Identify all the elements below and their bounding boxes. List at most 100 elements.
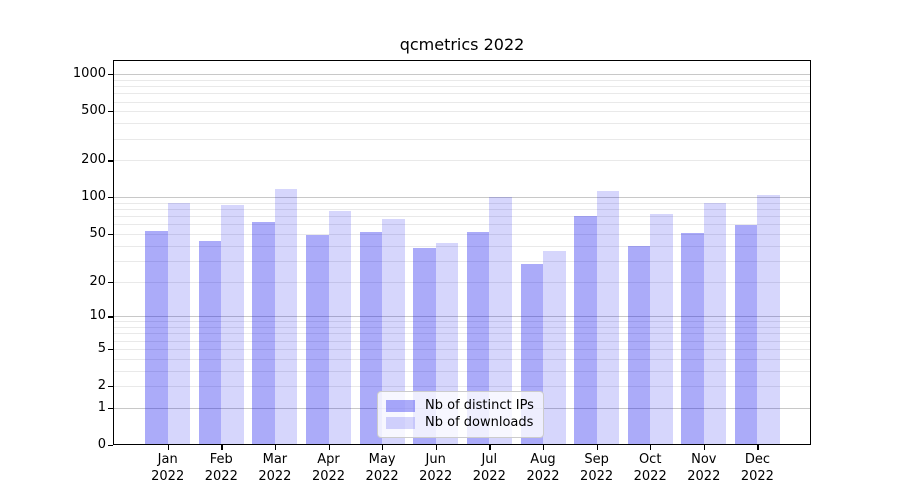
minor-gridline: [113, 216, 811, 218]
y-tick: [108, 407, 113, 410]
x-tick: [650, 445, 652, 450]
minor-gridline: [113, 386, 811, 387]
x-tick: [489, 445, 491, 450]
y-tick-label: 100: [81, 189, 106, 205]
x-tick-label-line: 2022: [472, 469, 506, 484]
bar-nb-of-downloads-jul-2022: [489, 197, 512, 445]
x-tick: [435, 445, 437, 450]
x-tick-label: Apr 2022: [294, 451, 364, 485]
bar-nb-of-distinct-ips-sep-2022: [574, 216, 597, 445]
y-tick: [108, 197, 113, 199]
x-tick: [328, 445, 330, 450]
legend-item-downloads: Nb of downloads: [386, 415, 535, 433]
minor-gridline: [113, 260, 811, 262]
y-tick: [108, 281, 113, 283]
bar-nb-of-distinct-ips-feb-2022: [198, 240, 222, 445]
x-tick-label-line: Jun: [425, 452, 446, 467]
minor-gridline: [113, 370, 811, 372]
bar-nb-of-downloads-nov-2022: [703, 202, 727, 445]
legend-swatch-distinct-ips: [386, 399, 415, 412]
x-tick-label-line: 2022: [419, 469, 453, 484]
x-tick-label-line: Feb: [209, 452, 233, 467]
minor-gridline: [113, 358, 811, 360]
bar-nb-of-distinct-ips-oct-2022: [627, 245, 651, 445]
x-tick: [221, 445, 223, 450]
y-tick-label: 20: [89, 273, 106, 289]
minor-gridline: [113, 202, 811, 204]
y-tick-label: 500: [81, 103, 106, 119]
y-tick-label: 0: [97, 437, 106, 452]
x-tick-label-line: 2022: [311, 469, 346, 484]
x-tick-label-line: 2022: [204, 469, 238, 484]
y-tick-label: 200: [81, 152, 106, 168]
x-tick-label: Nov 2022: [669, 451, 739, 485]
x-tick-label: Aug 2022: [508, 451, 578, 485]
x-tick-label-line: 2022: [526, 469, 560, 484]
x-tick-label-line: 2022: [151, 469, 185, 484]
bar-nb-of-distinct-ips-apr-2022: [306, 235, 329, 445]
minor-gridline: [113, 160, 811, 162]
x-tick-label: Dec 2022: [722, 451, 792, 485]
x-tick-label: Jul 2022: [454, 451, 524, 485]
minor-gridline: [113, 340, 811, 342]
x-tick-label-line: 2022: [740, 469, 774, 484]
minor-gridline: [113, 348, 811, 350]
y-tick-label: 1000: [72, 66, 106, 82]
y-tick-label: 2: [97, 378, 106, 393]
minor-gridline: [113, 101, 811, 103]
bar-nb-of-downloads-oct-2022: [650, 213, 673, 445]
x-tick-label-line: Jan: [157, 452, 178, 467]
x-tick-label-line: Dec: [744, 452, 770, 467]
legend-label-distinct-ips: Nb of distinct IPs: [425, 397, 534, 413]
minor-gridline: [113, 111, 811, 113]
bar-nb-of-downloads-sep-2022: [596, 191, 620, 445]
x-tick: [596, 445, 598, 450]
y-tick: [108, 74, 113, 76]
minor-gridline: [113, 138, 811, 140]
bar-nb-of-downloads-may-2022: [382, 218, 405, 445]
bar-nb-of-downloads-mar-2022: [274, 189, 298, 445]
major-gridline: [113, 197, 811, 199]
minor-gridline: [113, 209, 811, 211]
y-tick-label: 1: [97, 399, 106, 415]
x-tick-label: May 2022: [347, 451, 417, 485]
bar-nb-of-downloads-dec-2022: [757, 195, 780, 445]
y-tick-label: 10: [89, 308, 106, 324]
x-tick-label-line: 2022: [258, 469, 292, 484]
major-gridline: [113, 316, 811, 318]
x-tick-label-line: Aug: [530, 452, 556, 467]
major-gridline: [113, 74, 811, 76]
x-tick: [757, 445, 759, 450]
x-tick: [167, 445, 169, 450]
x-tick: [382, 445, 384, 450]
x-tick: [543, 445, 545, 450]
x-tick: [274, 445, 277, 450]
x-tick-label: Jan 2022: [133, 451, 203, 485]
x-tick-label-line: 2022: [365, 469, 399, 484]
minor-gridline: [113, 86, 811, 87]
bar-nb-of-distinct-ips-may-2022: [359, 231, 383, 445]
x-tick-label-line: Mar: [262, 452, 288, 467]
y-tick: [108, 111, 113, 113]
x-tick: [703, 445, 706, 450]
minor-gridline: [113, 79, 811, 81]
legend-label-downloads: Nb of downloads: [425, 415, 534, 431]
bar-nb-of-distinct-ips-jan-2022: [145, 230, 168, 445]
x-tick-label-line: Nov: [691, 452, 717, 467]
minor-gridline: [113, 123, 811, 125]
chart-title: qcmetrics 2022: [399, 35, 525, 54]
bar-nb-of-distinct-ips-mar-2022: [252, 221, 275, 445]
minor-gridline: [113, 281, 811, 283]
minor-gridline: [113, 224, 811, 226]
legend-item-distinct-ips: Nb of distinct IPs: [386, 397, 535, 415]
y-tick-label: 50: [89, 225, 106, 241]
minor-gridline: [113, 245, 811, 247]
y-tick: [108, 386, 113, 388]
x-tick-label: Oct 2022: [615, 451, 685, 485]
x-tick-label-line: Sep: [584, 452, 609, 467]
y-tick: [108, 445, 113, 447]
y-tick: [108, 233, 113, 236]
bar-nb-of-downloads-apr-2022: [328, 211, 351, 445]
x-tick-label-line: Oct: [638, 452, 662, 467]
